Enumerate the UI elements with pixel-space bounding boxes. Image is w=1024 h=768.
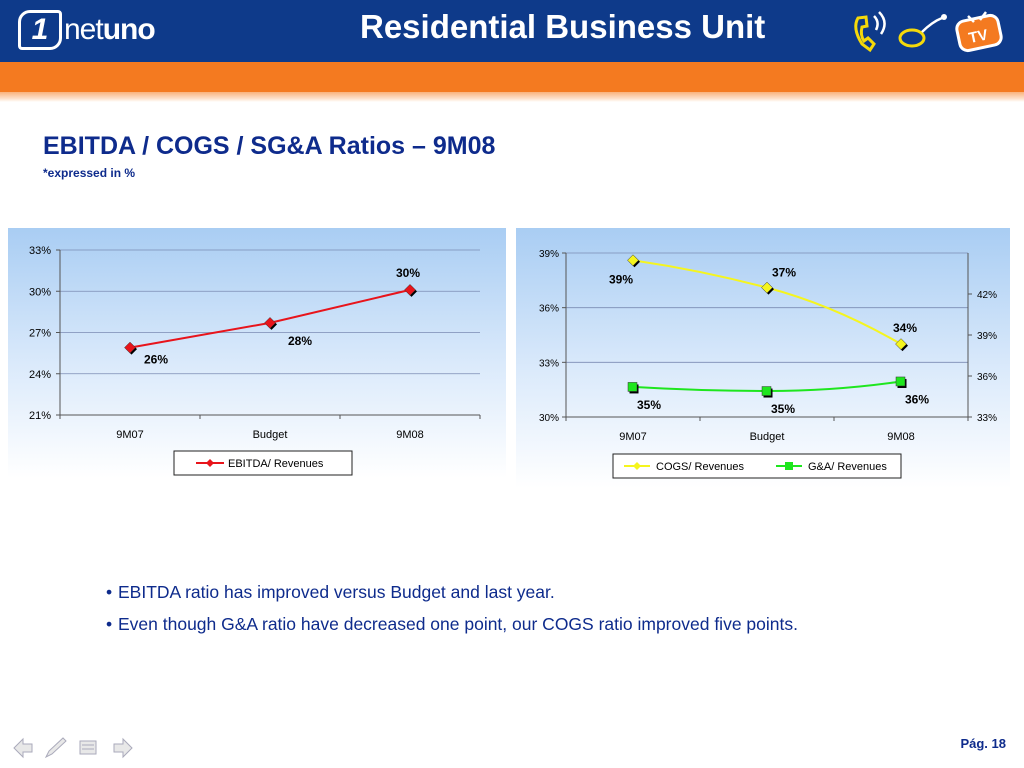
logo-text: netuno	[64, 13, 156, 47]
data-point	[895, 338, 907, 350]
data-label: 39%	[609, 272, 633, 286]
bullet-text: EBITDA ratio has improved versus Budget …	[118, 582, 555, 602]
service-icons: TV	[854, 11, 1003, 53]
y-tick-label-right: 39%	[977, 331, 997, 342]
legend-marker	[633, 462, 641, 470]
data-label: 26%	[144, 353, 168, 367]
y-tick-label: 30%	[29, 286, 51, 298]
data-point	[895, 376, 906, 387]
data-point	[761, 386, 772, 396]
legend-label: G&A/ Revenues	[808, 461, 887, 473]
x-tick-label: Budget	[750, 431, 785, 443]
y-tick-label: 27%	[29, 328, 51, 340]
data-label: 34%	[893, 321, 917, 335]
phone-icon	[854, 11, 886, 53]
internet-mouse-icon	[898, 14, 947, 48]
y-tick-label-left: 33%	[539, 358, 559, 369]
y-tick-label-right: 33%	[977, 413, 997, 424]
y-tick-label-right: 42%	[977, 290, 997, 301]
data-label: 30%	[396, 266, 420, 280]
data-point	[124, 341, 136, 354]
orange-band-fade	[0, 92, 1024, 102]
y-tick-label: 33%	[29, 245, 51, 257]
netuno-logo: 1 netuno	[18, 8, 156, 52]
data-label: 37%	[772, 266, 796, 280]
x-tick-label: 9M07	[619, 431, 647, 443]
pen-icon[interactable]	[44, 737, 67, 759]
data-point	[627, 382, 638, 392]
legend-label: EBITDA/ Revenues	[228, 458, 324, 470]
header-bar	[0, 0, 1024, 62]
y-tick-label-left: 30%	[539, 413, 559, 424]
tv-badge: TV	[967, 26, 989, 47]
data-label: 35%	[637, 398, 661, 412]
data-point	[404, 284, 416, 296]
bullet-item: • Even though G&A ratio have decreased on…	[106, 614, 798, 634]
back-arrow-icon[interactable]	[13, 737, 33, 759]
bullet-item: • EBITDA ratio has improved versus Budget…	[106, 582, 555, 602]
x-tick-label: 9M07	[116, 429, 144, 441]
forward-arrow-icon[interactable]	[113, 737, 133, 759]
x-tick-label: Budget	[253, 429, 288, 441]
chart-background	[8, 228, 506, 478]
y-tick-label: 24%	[29, 369, 51, 381]
page-number: Pág. 18	[960, 736, 1006, 751]
data-label: 36%	[905, 392, 929, 406]
chart-background	[516, 228, 1010, 488]
bullet-list: • EBITDA ratio has improved versus Budget…	[106, 582, 798, 646]
legend-marker	[785, 462, 793, 470]
y-tick-label: 21%	[29, 410, 51, 422]
orange-band	[0, 62, 1024, 92]
x-tick-label: 9M08	[887, 431, 915, 443]
slide-title: EBITDA / COGS / SG&A Ratios – 9M08	[43, 132, 496, 160]
legend-label: COGS/ Revenues	[656, 461, 745, 473]
bullet-text: Even though G&A ratio have decreased one…	[118, 614, 798, 634]
slide-subtitle: *expressed in %	[43, 166, 136, 180]
y-tick-label-left: 39%	[539, 249, 559, 260]
menu-icon[interactable]	[79, 740, 97, 755]
legend-marker	[206, 459, 214, 467]
header-title: Residential Business Unit	[360, 8, 766, 45]
data-point	[761, 281, 773, 294]
logo-text-bold: uno	[102, 13, 156, 46]
y-tick-label-left: 36%	[539, 304, 559, 315]
legend-box	[612, 453, 902, 479]
tv-icon	[955, 11, 1003, 53]
y-tick-label-right: 36%	[977, 372, 997, 383]
nav-icons	[13, 737, 133, 759]
logo-badge: 1	[18, 10, 62, 50]
x-tick-label: 9M08	[396, 429, 424, 441]
data-label: 35%	[771, 402, 795, 416]
data-label: 28%	[288, 334, 312, 348]
logo-text-light: net	[64, 13, 104, 46]
cogs-ga-chart: 30%33%36%39%33%36%39%42% 9M07 Budget 9M08 …	[516, 228, 1010, 488]
data-point	[627, 254, 639, 267]
data-point	[264, 317, 276, 329]
ebitda-chart: 21% 24% 27% 30% 33% 9M07 Budget 9M08 26% 28% 30%…	[8, 228, 506, 478]
